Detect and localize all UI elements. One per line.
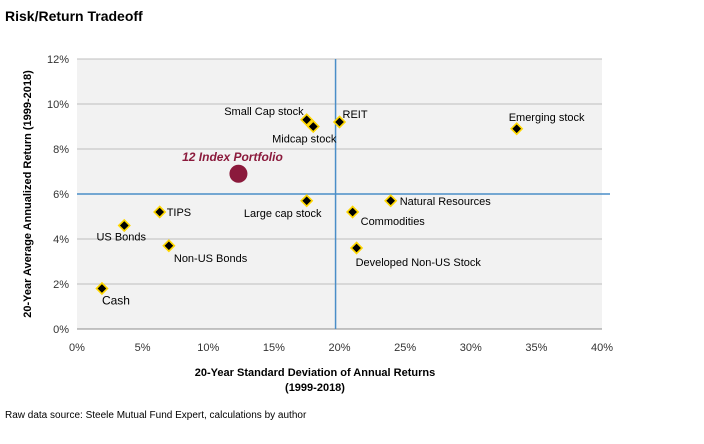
data-point-label: Commodities <box>361 216 426 228</box>
data-source-note: Raw data source: Steele Mutual Fund Expe… <box>5 410 307 421</box>
data-point-label: Non-US Bonds <box>174 253 248 265</box>
x-tick-label: 5% <box>135 342 151 354</box>
data-point-marker <box>345 205 360 219</box>
y-tick-label: 12% <box>47 54 69 66</box>
data-point-marker <box>162 239 176 253</box>
y-tick-label: 0% <box>53 324 69 336</box>
y-tick-label: 10% <box>47 99 69 111</box>
y-tick-label: 4% <box>53 234 69 246</box>
data-point-label: US Bonds <box>96 232 146 244</box>
data-point-marker <box>153 205 167 219</box>
scatter-chart: 0% 2% 4% 6% 8% 10% 12% 0% 5% 10% 15% 20% 25% 30% 35% 40… <box>22 54 613 394</box>
data-point-label: Midcap stock <box>272 134 337 146</box>
data-point-label: Developed Non-US Stock <box>356 257 482 269</box>
data-point-marker <box>510 122 524 136</box>
x-tick-label: 25% <box>394 342 416 354</box>
data-point-label: REIT <box>343 109 368 121</box>
data-point-label: TIPS <box>167 207 191 219</box>
chart-title: Risk/Return Tradeoff <box>5 8 143 24</box>
data-point-marker <box>300 113 314 127</box>
x-tick-label: 15% <box>263 342 285 354</box>
portfolio-marker <box>229 164 248 183</box>
x-axis-label-line2: (1999-2018) <box>285 382 345 394</box>
y-tick-label: 2% <box>53 279 69 291</box>
data-point-label: Small Cap stock <box>224 106 304 118</box>
x-tick-label: 20% <box>328 342 350 354</box>
y-tick-label: 8% <box>53 144 69 156</box>
data-point-marker <box>349 241 364 255</box>
data-point-marker <box>332 115 347 129</box>
data-point-marker <box>300 194 314 208</box>
data-point-label: Emerging stock <box>509 112 585 124</box>
portfolio-label: 12 Index Portfolio <box>182 150 283 164</box>
data-point-label: Cash <box>102 294 130 308</box>
data-point-label: Large cap stock <box>244 208 322 220</box>
data-point-marker <box>117 218 131 233</box>
data-point-marker <box>306 119 320 134</box>
y-axis-label: 20-Year Average Annualized Return (1999-… <box>22 70 34 318</box>
x-tick-label: 10% <box>197 342 219 354</box>
x-tick-label: 35% <box>525 342 547 354</box>
data-point-label: Natural Resources <box>400 196 492 208</box>
data-point-marker <box>384 194 398 208</box>
x-tick-label: 40% <box>591 342 613 354</box>
x-tick-label: 30% <box>460 342 482 354</box>
x-tick-label: 0% <box>69 342 85 354</box>
data-point-marker <box>95 281 109 296</box>
y-tick-label: 6% <box>53 189 69 201</box>
x-axis-label-line1: 20-Year Standard Deviation of Annual Ret… <box>195 367 435 379</box>
